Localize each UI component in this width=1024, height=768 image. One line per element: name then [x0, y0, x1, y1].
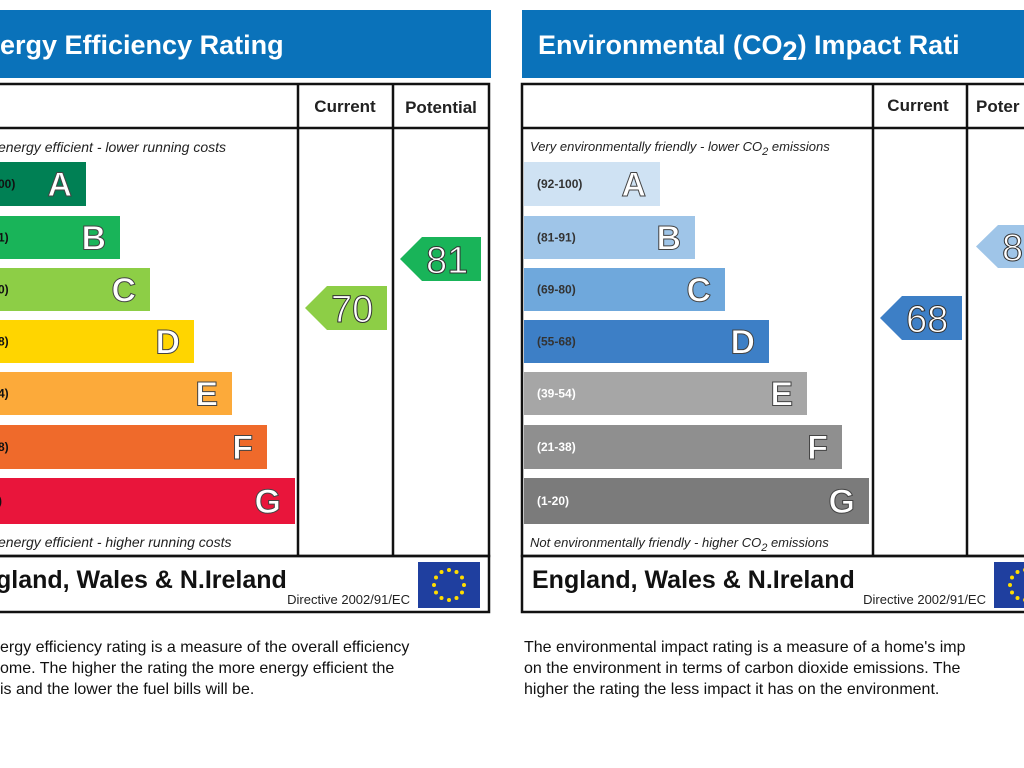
description-line: is and the lower the fuel bills will be. — [0, 681, 254, 698]
band-letter: A — [621, 166, 646, 204]
directive: Directive 2002/91/EC — [287, 592, 410, 607]
band-letter: B — [656, 220, 681, 258]
eu-star — [1015, 570, 1020, 575]
eu-star — [434, 590, 439, 595]
band-letter: A — [47, 166, 72, 204]
band-range: (81-91) — [537, 231, 576, 245]
eu-star — [434, 575, 439, 580]
band — [0, 162, 86, 206]
footer-box — [0, 554, 491, 614]
title: ergy Efficiency Rating — [0, 30, 284, 60]
band-range: 4) — [0, 387, 9, 401]
eu-star — [1010, 575, 1015, 580]
band — [0, 216, 120, 259]
eu-star — [432, 583, 436, 587]
band-letter: D — [730, 324, 755, 362]
band-range: 0) — [0, 283, 9, 297]
rating-value: 68 — [906, 299, 948, 341]
band — [524, 320, 769, 363]
band — [0, 320, 194, 363]
band-range: ) — [0, 494, 2, 508]
rating-value: 70 — [331, 289, 373, 331]
header-bar — [522, 10, 1024, 78]
band-letter: D — [155, 324, 180, 362]
eu-star — [454, 570, 459, 575]
bottom-note: Not environmentally friendly - higher CO… — [530, 535, 829, 554]
band — [524, 425, 842, 469]
band-letter: G — [255, 483, 281, 521]
eu-star — [447, 598, 451, 602]
footer-text: England, Wales & N.Ireland — [532, 566, 855, 594]
band-range: (39-54) — [537, 387, 576, 401]
band — [524, 162, 660, 206]
band-letter: C — [686, 272, 711, 310]
rating-value: 81 — [426, 240, 468, 282]
potential-header: Potential — [405, 98, 477, 117]
eu-star — [1010, 590, 1015, 595]
rating-arrow — [880, 296, 962, 340]
title: Environmental (CO2) Impact Rati — [538, 30, 960, 66]
footer-text: gland, Wales & N.Ireland — [0, 566, 287, 594]
band-letter: E — [770, 376, 793, 414]
eu-star — [454, 595, 459, 600]
description-line: higher the rating the less impact it has… — [524, 681, 939, 698]
band — [0, 478, 295, 524]
band — [524, 268, 725, 311]
band-letter: C — [111, 272, 136, 310]
description-line: The environmental impact rating is a mea… — [524, 639, 966, 656]
band — [0, 268, 150, 311]
band-range: (1-20) — [537, 494, 569, 508]
band-range: (55-68) — [537, 335, 576, 349]
header-bar — [0, 10, 491, 78]
band-range: 1) — [0, 231, 9, 245]
eu-star — [459, 575, 464, 580]
rating-arrow — [976, 225, 1024, 268]
eu-star — [459, 590, 464, 595]
band-range: 8) — [0, 440, 9, 454]
band-range: (92-100) — [537, 177, 582, 191]
band-range: (69-80) — [537, 283, 576, 297]
band — [524, 216, 695, 259]
band-letter: G — [829, 483, 855, 521]
band-range: 00) — [0, 177, 15, 191]
footer-box — [520, 554, 1024, 614]
description-line: on the environment in terms of carbon di… — [524, 660, 960, 677]
band-letter: F — [232, 429, 253, 467]
top-note: Very environmentally friendly - lower CO… — [530, 139, 830, 158]
eu-star — [1015, 595, 1020, 600]
rating-arrow — [305, 286, 387, 330]
top-note: energy efficient - lower running costs — [0, 139, 226, 155]
description-line: ome. The higher the rating the more ener… — [0, 660, 394, 677]
eu-star — [447, 568, 451, 572]
band-range: (21-38) — [537, 440, 576, 454]
rating-arrow — [400, 237, 481, 281]
band-letter: F — [807, 429, 828, 467]
rating-value: 8 — [1002, 228, 1023, 270]
eu-star — [439, 595, 444, 600]
current-header: Current — [887, 96, 949, 115]
band — [0, 425, 267, 469]
band-range: 8) — [0, 335, 9, 349]
eu-star — [439, 570, 444, 575]
band — [524, 372, 807, 415]
description-line: ergy efficiency rating is a measure of t… — [0, 639, 409, 656]
band-letter: E — [195, 376, 218, 414]
eu-star — [1008, 583, 1012, 587]
directive: Directive 2002/91/EC — [863, 592, 986, 607]
potential-header: Poter — [976, 97, 1020, 116]
band — [524, 478, 869, 524]
eu-star — [462, 583, 466, 587]
bottom-note: energy efficient - higher running costs — [0, 534, 231, 550]
band — [0, 372, 232, 415]
band-letter: B — [81, 220, 106, 258]
current-header: Current — [314, 97, 376, 116]
